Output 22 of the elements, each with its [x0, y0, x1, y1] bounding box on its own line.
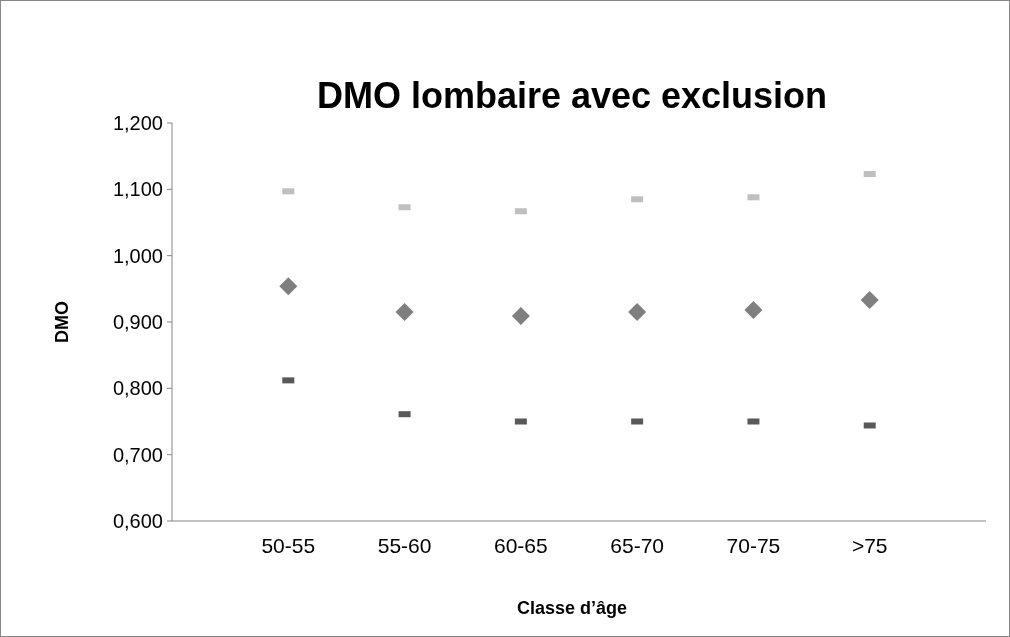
point — [628, 303, 647, 322]
x-tick-label: 50-55 — [261, 534, 316, 557]
x-axis-title: Classe d’âge — [516, 598, 628, 618]
y-axis-title: DMO — [52, 301, 72, 343]
y-tick-label: 1,100 — [112, 178, 163, 201]
x-tick-label: 65-70 — [610, 534, 664, 557]
y-tick-label: 1,000 — [112, 244, 163, 267]
point — [395, 303, 414, 322]
x-tick-label: 70-75 — [726, 534, 781, 557]
x-tick-label: 60-65 — [494, 534, 548, 557]
point — [860, 291, 879, 310]
point — [744, 301, 763, 320]
x-tick-label: >75 — [851, 534, 888, 557]
x-tick-label: 55-60 — [377, 534, 432, 557]
y-tick-label: 0,900 — [112, 311, 163, 333]
y-tick-label: 1,200 — [112, 112, 163, 134]
y-tick-label: 0,800 — [112, 377, 163, 400]
y-tick-label: 0,700 — [112, 443, 163, 466]
point — [511, 307, 530, 326]
y-tick-label: 0,600 — [112, 510, 163, 532]
chart-title: DMO lombaire avec exclusion — [316, 75, 828, 116]
point — [279, 277, 298, 296]
